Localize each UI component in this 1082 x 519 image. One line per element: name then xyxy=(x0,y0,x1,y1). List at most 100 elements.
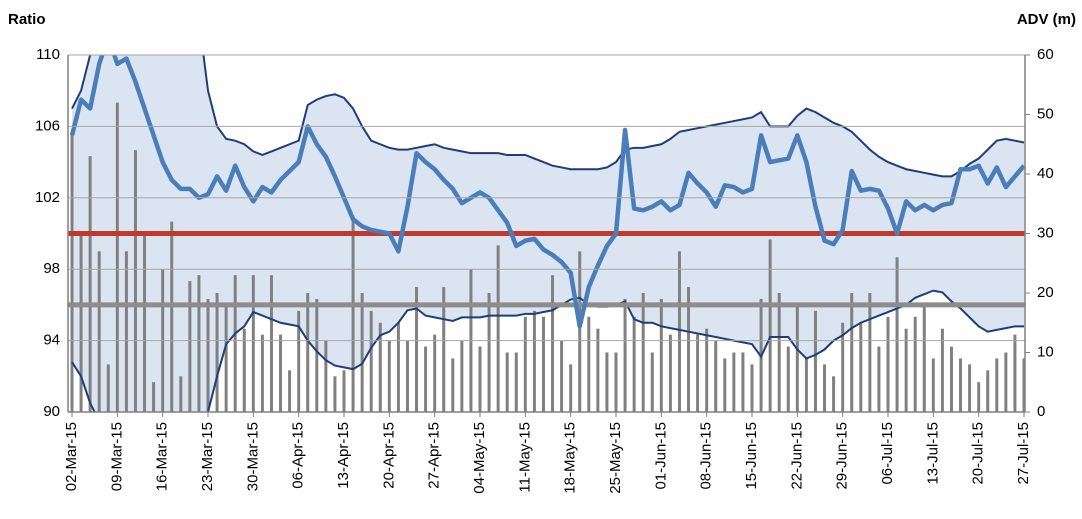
adv-bar xyxy=(659,298,663,412)
adv-bar xyxy=(242,328,246,412)
adv-bar xyxy=(940,328,944,412)
adv-bar xyxy=(922,304,926,412)
adv-bar xyxy=(415,287,419,412)
adv-bar xyxy=(714,340,718,412)
adv-bar xyxy=(106,364,110,412)
adv-bar xyxy=(650,352,654,412)
adv-bar xyxy=(768,239,772,412)
adv-bar xyxy=(968,364,972,412)
adv-bar xyxy=(795,304,799,412)
adv-bar xyxy=(977,382,981,412)
y-tick-label: 90 xyxy=(43,403,60,420)
adv-bar xyxy=(478,346,482,412)
adv-bar xyxy=(79,233,83,412)
ratio-line xyxy=(69,55,1025,329)
adv-bar xyxy=(496,245,500,412)
x-tick-label: 08-Jun-15 xyxy=(698,422,715,490)
y-tick-label: 110 xyxy=(36,46,60,63)
adv-bar xyxy=(133,150,137,412)
adv-bar xyxy=(949,346,953,412)
adv-bar xyxy=(451,358,455,412)
adv-bar xyxy=(115,102,119,412)
adv-bar xyxy=(1013,334,1017,412)
adv-bar xyxy=(723,358,727,412)
y-tick-label: 98 xyxy=(43,260,60,277)
y-tick-label: 106 xyxy=(35,117,60,134)
adv-bar xyxy=(143,233,147,412)
adv-bar xyxy=(859,322,863,412)
adv-bar xyxy=(931,358,935,412)
adv-bar xyxy=(532,310,536,412)
adv-bar xyxy=(306,293,310,412)
adv-bar xyxy=(215,293,219,412)
adv-bar xyxy=(913,316,917,412)
x-tick-label: 18-May-15 xyxy=(562,422,579,494)
adv-bar xyxy=(424,346,428,412)
adv-bar xyxy=(823,364,827,412)
x-tick-label: 20-Jul-15 xyxy=(970,422,987,485)
y2-tick-label: 10 xyxy=(1037,343,1054,360)
adv-bar xyxy=(269,275,273,412)
adv-bar xyxy=(741,352,745,412)
band-lower-line xyxy=(71,289,1024,412)
adv-bar xyxy=(560,340,564,412)
x-tick-label: 02-Mar-15 xyxy=(63,422,80,491)
adv-bar xyxy=(70,132,74,412)
adv-bar xyxy=(288,370,292,412)
adv-bar xyxy=(541,316,545,412)
adv-bar xyxy=(841,322,845,412)
adv-bar xyxy=(514,352,518,412)
x-tick-label: 20-Apr-15 xyxy=(380,422,397,489)
adv-bar xyxy=(233,275,237,412)
adv-bar xyxy=(904,328,908,412)
x-tick-label: 16-Mar-15 xyxy=(154,422,171,491)
adv-bar xyxy=(732,352,736,412)
adv-bar xyxy=(179,376,183,412)
x-tick-label: 22-Jun-15 xyxy=(788,422,805,490)
adv-bar xyxy=(804,358,808,412)
adv-bar xyxy=(1022,358,1025,412)
plot-area xyxy=(68,55,1025,412)
x-tick-label: 25-May-15 xyxy=(607,422,624,494)
y-tick-label: 94 xyxy=(43,332,60,349)
x-tick-label: 27-Jul-15 xyxy=(1015,422,1032,485)
adv-bar xyxy=(551,275,555,412)
x-tick-label: 04-May-15 xyxy=(471,422,488,494)
x-tick-label: 23-Mar-15 xyxy=(199,422,216,491)
adv-bar xyxy=(813,310,817,412)
adv-bar xyxy=(677,251,681,412)
adv-bar xyxy=(442,287,446,412)
adv-bar xyxy=(668,334,672,412)
y2-tick-label: 30 xyxy=(1037,224,1054,241)
adv-bar xyxy=(197,275,201,412)
adv-bar xyxy=(596,328,600,412)
x-tick-label: 06-Apr-15 xyxy=(290,422,307,489)
y2-tick-label: 0 xyxy=(1037,403,1045,420)
adv-bar xyxy=(614,352,618,412)
adv-bar xyxy=(641,293,645,412)
y2-tick-label: 40 xyxy=(1037,165,1054,182)
y2-tick-label: 50 xyxy=(1037,105,1054,122)
x-tick-label: 27-Apr-15 xyxy=(426,422,443,489)
adv-bar xyxy=(786,346,790,412)
adv-bar xyxy=(124,251,128,412)
adv-bar xyxy=(569,364,573,412)
adv-bar xyxy=(152,382,156,412)
adv-bar xyxy=(895,257,899,412)
y-tick-label: 102 xyxy=(35,189,60,206)
band-upper-line xyxy=(71,55,1025,178)
adv-bar xyxy=(324,340,328,412)
adv-bar xyxy=(342,370,346,412)
x-tick-label: 01-Jun-15 xyxy=(652,422,669,490)
y2-tick-label: 20 xyxy=(1037,284,1054,301)
x-tick-label: 11-May-15 xyxy=(516,422,533,493)
adv-bar xyxy=(959,358,963,412)
adv-bar xyxy=(777,293,781,412)
x-tick-label: 15-Jun-15 xyxy=(743,422,760,490)
adv-bar xyxy=(605,352,609,412)
adv-bar xyxy=(206,298,210,412)
adv-bar xyxy=(333,376,337,412)
adv-bar xyxy=(696,334,700,412)
